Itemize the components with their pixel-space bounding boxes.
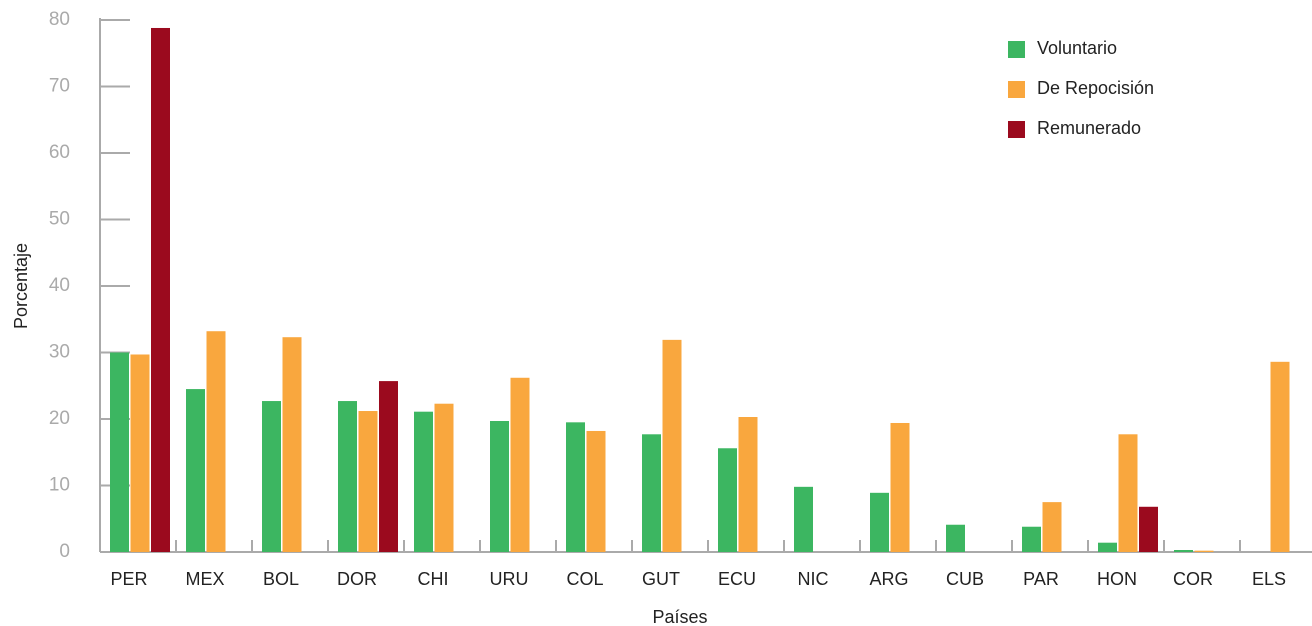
y-tick-label: 30: [49, 342, 70, 363]
bar: [642, 434, 661, 552]
bar: [110, 352, 129, 552]
x-tick-label: CHI: [418, 569, 449, 589]
bar: [510, 377, 530, 552]
y-tick-label: 0: [59, 541, 70, 562]
legend-swatch: [1008, 81, 1025, 98]
x-tick-label: NIC: [798, 569, 829, 589]
x-tick-label: PER: [110, 569, 147, 589]
y-tick-label: 60: [49, 142, 70, 163]
x-tick-label: DOR: [337, 569, 377, 589]
bar: [1098, 542, 1117, 552]
y-axis-label: Porcentaje: [11, 243, 31, 329]
bar: [870, 492, 889, 552]
legend-label: De Repocisión: [1037, 78, 1154, 98]
bar: [434, 403, 454, 552]
bar: [586, 430, 606, 552]
legend-label: Voluntario: [1037, 38, 1117, 58]
x-tick-label: GUT: [642, 569, 680, 589]
bar: [718, 448, 737, 552]
y-tick-label: 10: [49, 475, 70, 496]
x-tick-label: COR: [1173, 569, 1213, 589]
bar: [186, 389, 205, 552]
y-tick-label: 40: [49, 275, 70, 296]
bar: [1270, 361, 1290, 552]
bar: [1042, 502, 1062, 552]
bar: [379, 381, 398, 552]
bar: [414, 411, 433, 552]
bar: [282, 337, 302, 552]
bar: [946, 524, 965, 552]
bar: [662, 339, 682, 552]
bar: [1194, 550, 1214, 552]
bar: [338, 401, 357, 552]
x-tick-label: COL: [566, 569, 603, 589]
bar: [566, 422, 585, 552]
bar: [738, 417, 758, 552]
bar: [1022, 526, 1041, 552]
bar: [1174, 550, 1193, 552]
x-tick-label: ECU: [718, 569, 756, 589]
y-tick-label: 20: [49, 408, 70, 429]
bar: [151, 27, 170, 553]
x-tick-label: PAR: [1023, 569, 1059, 589]
bar: [794, 486, 813, 552]
x-tick-label: HON: [1097, 569, 1137, 589]
bar: [358, 411, 378, 552]
x-axis-label: Países: [652, 607, 707, 626]
bar: [1118, 434, 1138, 552]
legend-swatch: [1008, 41, 1025, 58]
bar: [490, 420, 509, 552]
bar: [130, 354, 150, 552]
x-tick-label: ARG: [869, 569, 908, 589]
bar: [206, 331, 226, 552]
legend-swatch: [1008, 121, 1025, 138]
x-tick-label: ELS: [1252, 569, 1286, 589]
legend-label: Remunerado: [1037, 118, 1141, 138]
x-tick-label: URU: [490, 569, 529, 589]
y-tick-label: 80: [49, 9, 70, 30]
bar: [890, 422, 910, 552]
bar: [1139, 506, 1158, 552]
y-tick-label: 50: [49, 209, 70, 230]
x-tick-label: CUB: [946, 569, 984, 589]
x-tick-label: BOL: [263, 569, 299, 589]
bar: [262, 401, 281, 552]
x-tick-label: MEX: [185, 569, 224, 589]
y-tick-label: 70: [49, 76, 70, 97]
